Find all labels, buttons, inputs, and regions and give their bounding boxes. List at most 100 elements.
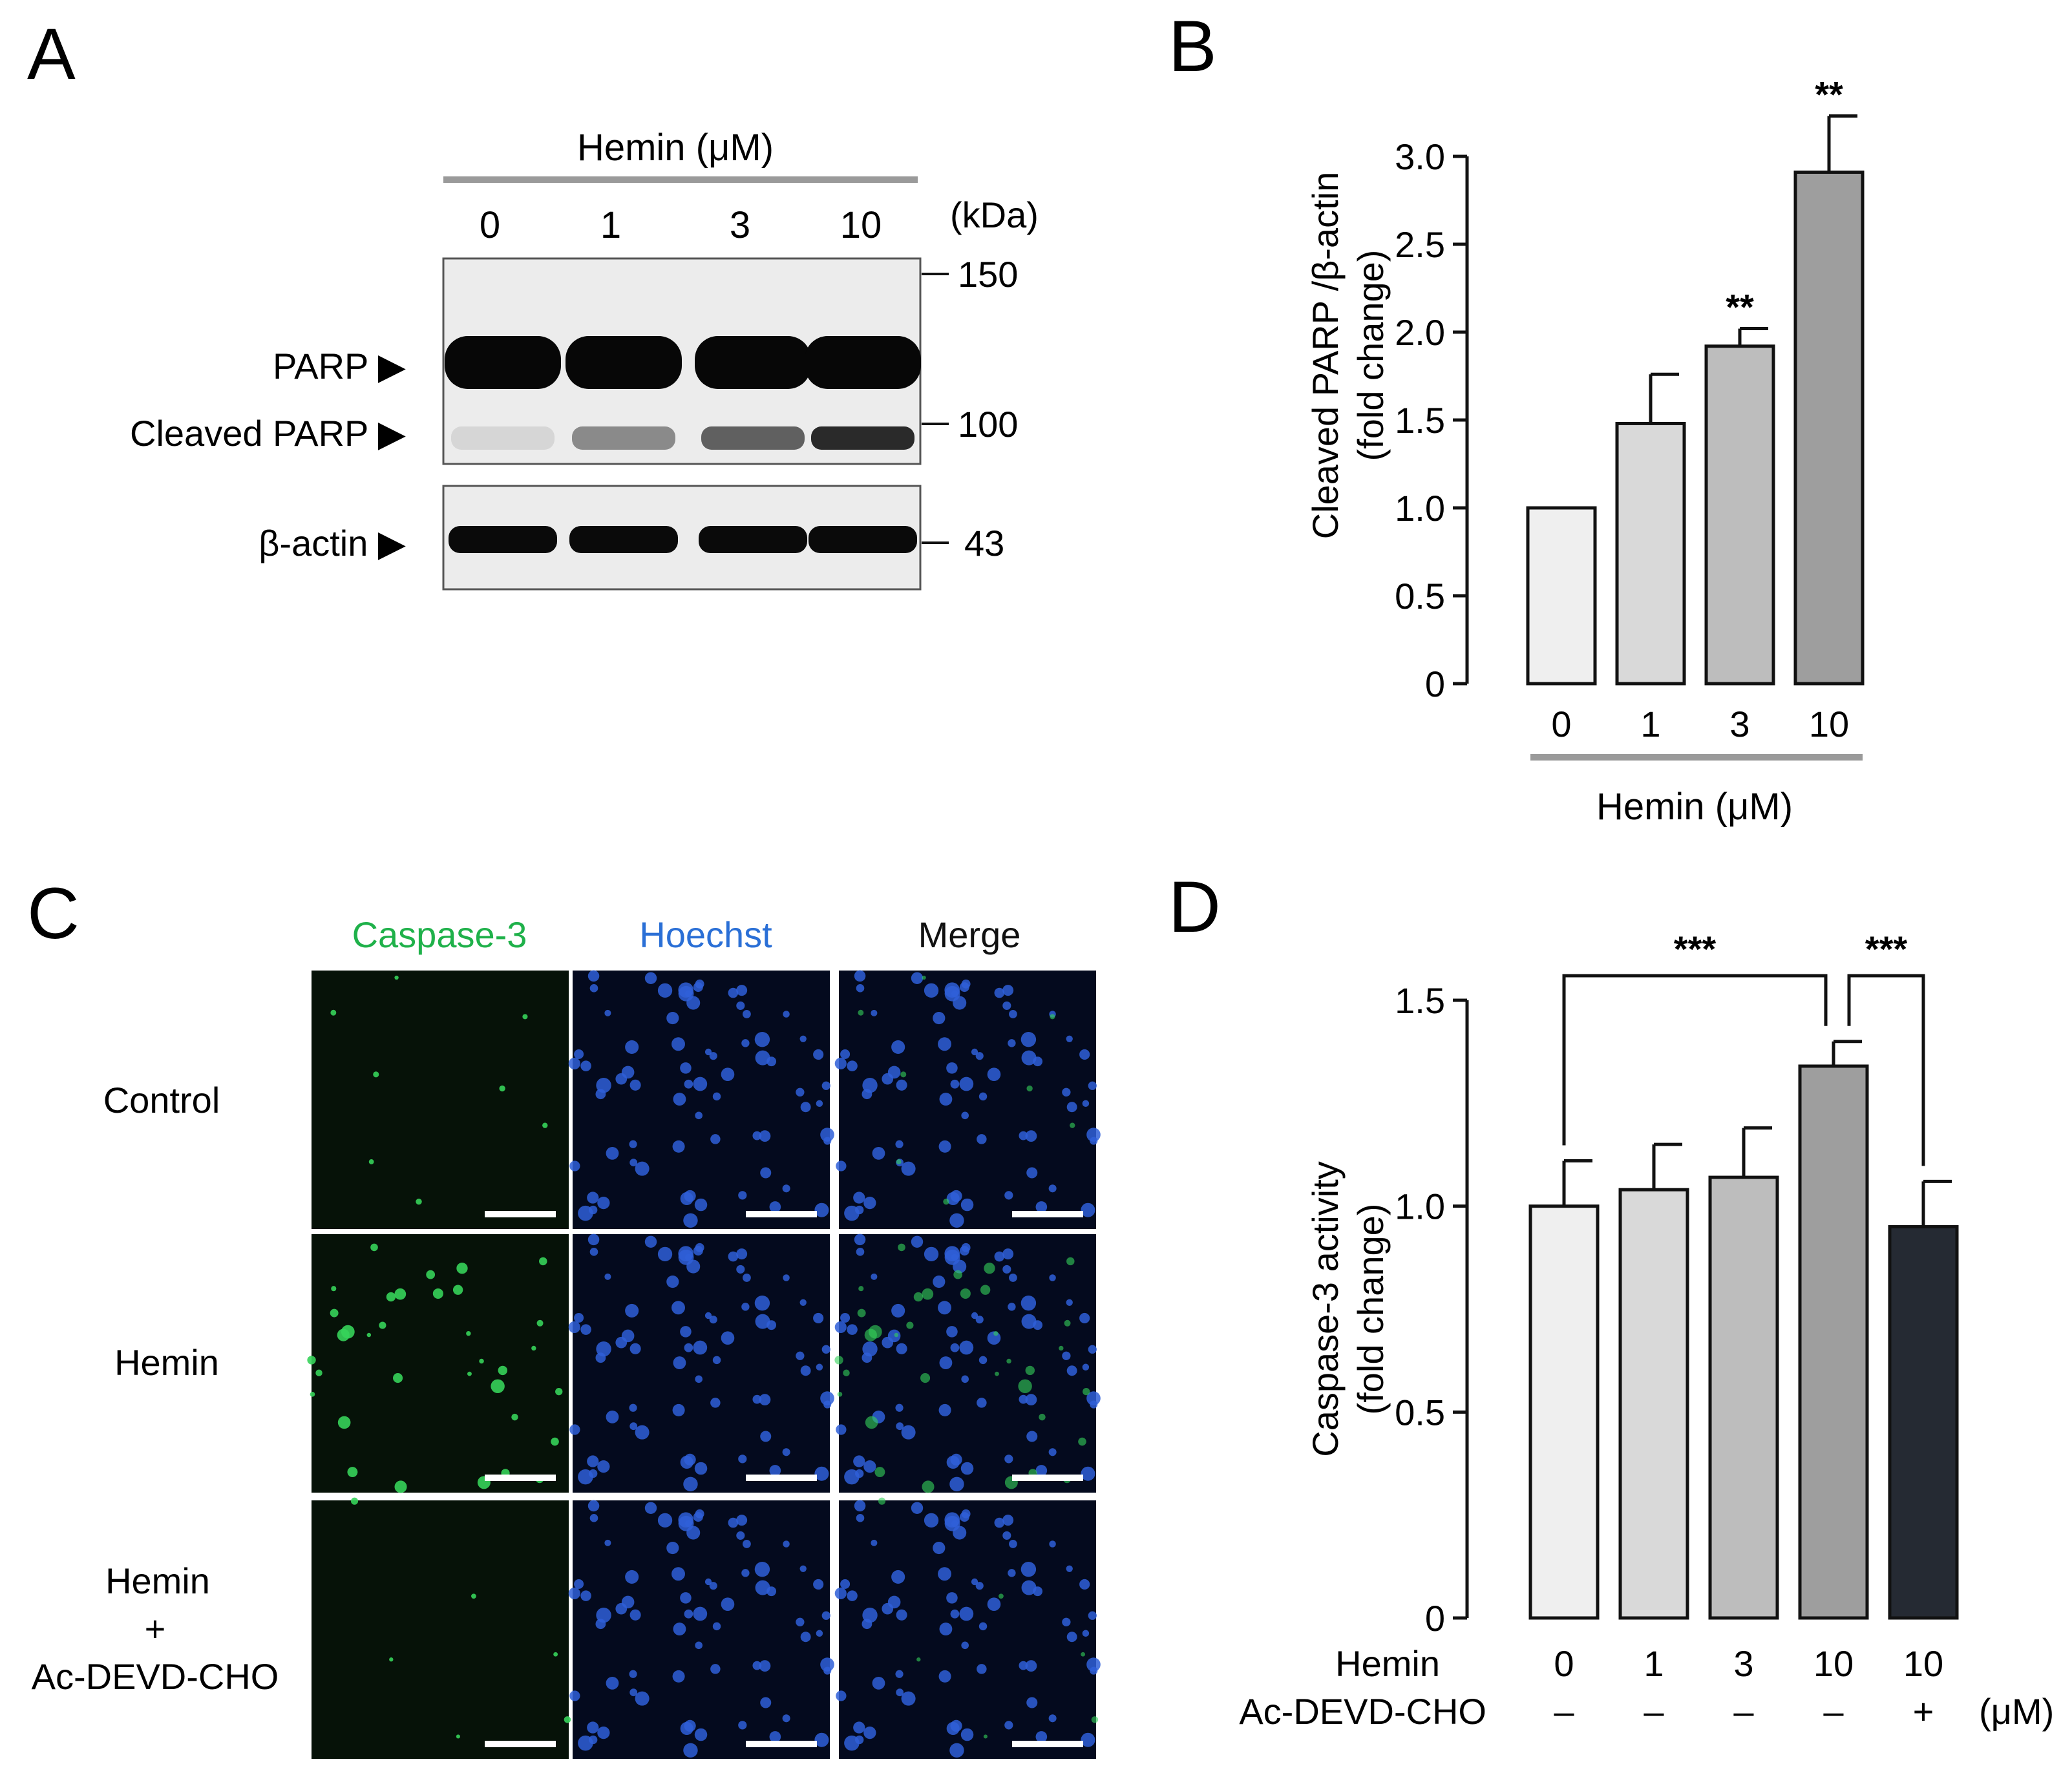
bar (1618, 1188, 1689, 1620)
caspase-signal (394, 975, 399, 980)
y-tick-label: 2.0 (1395, 312, 1445, 353)
nucleus (872, 1146, 885, 1160)
marker-label: 100 (958, 404, 1018, 445)
nucleus (933, 1541, 946, 1555)
nucleus (1090, 1400, 1098, 1409)
nucleus (671, 1037, 685, 1051)
caspase-signal (1083, 1388, 1090, 1396)
nucleus (938, 1301, 951, 1315)
nucleus (635, 1161, 650, 1176)
nucleus (738, 1455, 747, 1464)
nucleus (712, 1622, 721, 1631)
nucleus (686, 996, 701, 1010)
nucleus (1048, 1714, 1057, 1723)
nucleus (1019, 1131, 1028, 1140)
band-beta-actin (699, 526, 807, 553)
nucleus (1082, 1630, 1090, 1637)
micrograph (839, 1500, 1096, 1759)
nucleus (977, 1134, 987, 1144)
nucleus (1066, 1035, 1073, 1042)
nucleus (783, 1011, 790, 1018)
nucleus (959, 1077, 974, 1091)
caspase-signal (865, 1416, 878, 1429)
caspase-signal (858, 1286, 864, 1292)
nucleus (728, 1251, 739, 1262)
y-tick-label: 0 (1425, 1598, 1445, 1639)
nucleus (752, 1661, 762, 1670)
channel-label-merge: Merge (918, 914, 1021, 955)
nucleus (847, 1060, 858, 1071)
nucleus (856, 984, 865, 993)
caspase-signal (337, 1416, 351, 1429)
nucleus (736, 1001, 745, 1010)
comparison-label: *** (1674, 929, 1717, 969)
caspase-signal (370, 1243, 378, 1252)
caspase-signal (1006, 1358, 1011, 1364)
nucleus (977, 1398, 987, 1408)
nucleus (853, 1192, 865, 1204)
nucleus (855, 1469, 864, 1478)
nucleus (693, 1246, 703, 1256)
marker-label: 150 (958, 254, 1018, 295)
nucleus (975, 1052, 984, 1060)
caspase-signal (522, 1014, 528, 1020)
nucleus (738, 1721, 747, 1730)
caspase-signal (843, 1369, 850, 1376)
nucleus (895, 1403, 904, 1412)
nucleus (736, 1531, 745, 1540)
y-tick-label: 1.5 (1395, 980, 1445, 1021)
nucleus (686, 1259, 701, 1274)
caspase-signal (555, 1388, 563, 1396)
nucleus (1079, 1579, 1090, 1590)
nucleus (960, 1198, 974, 1212)
y-tick-label: 0.5 (1395, 576, 1445, 616)
nucleus (587, 1721, 599, 1734)
nucleus (1066, 1565, 1073, 1572)
nucleus (895, 1140, 904, 1148)
row-label-hemin-2: Hemin (105, 1560, 210, 1601)
nucleus (1019, 1394, 1028, 1404)
nucleus (840, 1579, 851, 1589)
nucleus (673, 1356, 686, 1369)
bar (1708, 1175, 1779, 1620)
nucleus (960, 1728, 974, 1741)
nucleus (946, 1455, 960, 1469)
row-label-plus: + (145, 1608, 166, 1649)
nucleus (1026, 1697, 1038, 1708)
nucleus (821, 1611, 830, 1620)
nucleus (569, 1690, 580, 1701)
nucleus (1086, 1391, 1101, 1405)
nucleus (820, 1657, 834, 1672)
nucleus (595, 1619, 606, 1630)
category-label: 3 (1729, 704, 1750, 744)
significance-label: ** (1726, 287, 1754, 328)
caspase-signal (894, 1332, 899, 1338)
caspase-signal (1026, 1085, 1033, 1092)
nucleus (597, 1460, 610, 1473)
nucleus (1035, 1465, 1048, 1476)
nucleus (678, 982, 694, 998)
nucleus (625, 1040, 639, 1054)
nucleus (1066, 1365, 1077, 1376)
nucleus (1002, 1001, 1011, 1010)
caspase-signal (1039, 1413, 1046, 1421)
nucleus (933, 1275, 946, 1288)
nucleus (736, 1515, 748, 1526)
nucleus (1082, 1363, 1090, 1371)
category-label: 0 (1554, 1643, 1574, 1684)
microscopy-grid (307, 970, 1101, 1759)
band-cleaved-parp (701, 426, 805, 450)
nucleus (961, 1111, 969, 1120)
nucleus (977, 1664, 987, 1674)
nucleus (959, 982, 969, 993)
nucleus (944, 982, 960, 998)
nucleus (673, 1623, 686, 1635)
nucleus (1035, 1731, 1048, 1743)
caspase-signal (379, 1321, 386, 1329)
caspase-signal (511, 1413, 518, 1421)
nucleus (939, 1623, 953, 1635)
caspase-signal (874, 1467, 885, 1478)
band-parp (805, 336, 921, 389)
caspase-signal (467, 1371, 472, 1376)
nucleus (754, 1561, 770, 1577)
